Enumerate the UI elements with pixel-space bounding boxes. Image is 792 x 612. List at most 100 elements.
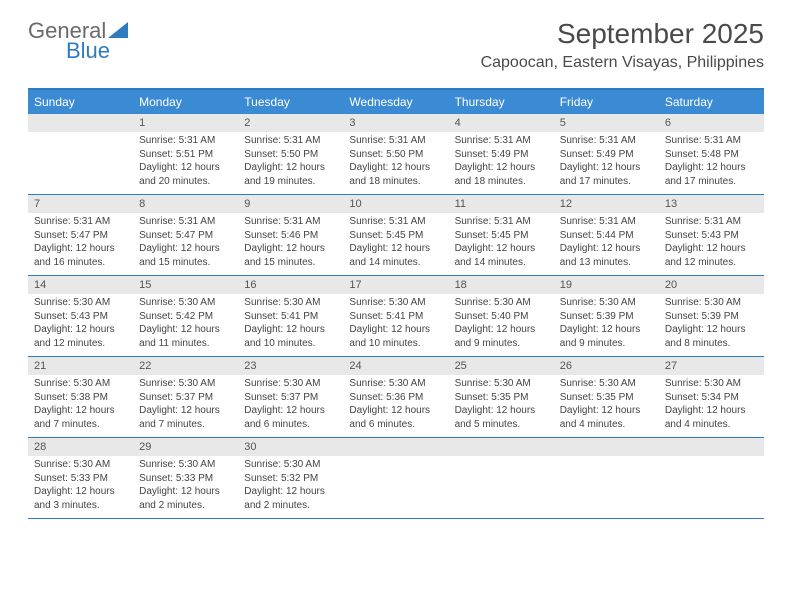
day-number [343,438,448,456]
day-body-row: Sunrise: 5:31 AMSunset: 5:47 PMDaylight:… [28,213,764,275]
daylight-text: Daylight: 12 hours and 4 minutes. [665,404,758,431]
day-num-row: 14151617181920 [28,276,764,294]
day-number: 5 [554,114,659,132]
day-header: Wednesday [343,90,448,114]
day-body: Sunrise: 5:30 AMSunset: 5:35 PMDaylight:… [554,375,659,437]
day-number: 9 [238,195,343,213]
day-num-row: 21222324252627 [28,357,764,375]
logo-triangle-icon [108,22,128,43]
day-body: Sunrise: 5:31 AMSunset: 5:47 PMDaylight:… [133,213,238,275]
sunset-text: Sunset: 5:48 PM [665,148,758,162]
logo: General Blue [28,18,128,64]
day-number: 1 [133,114,238,132]
day-body: Sunrise: 5:31 AMSunset: 5:45 PMDaylight:… [343,213,448,275]
daylight-text: Daylight: 12 hours and 12 minutes. [665,242,758,269]
sunrise-text: Sunrise: 5:31 AM [34,215,127,229]
sunrise-text: Sunrise: 5:31 AM [139,215,232,229]
day-body: Sunrise: 5:30 AMSunset: 5:41 PMDaylight:… [238,294,343,356]
day-number: 15 [133,276,238,294]
week: 21222324252627Sunrise: 5:30 AMSunset: 5:… [28,357,764,438]
day-number [554,438,659,456]
sunrise-text: Sunrise: 5:30 AM [139,296,232,310]
day-body [28,132,133,194]
sunrise-text: Sunrise: 5:30 AM [139,458,232,472]
daylight-text: Daylight: 12 hours and 6 minutes. [244,404,337,431]
day-number: 17 [343,276,448,294]
sunrise-text: Sunrise: 5:31 AM [665,134,758,148]
day-number: 27 [659,357,764,375]
day-num-row: 78910111213 [28,195,764,213]
daylight-text: Daylight: 12 hours and 11 minutes. [139,323,232,350]
sunrise-text: Sunrise: 5:31 AM [349,134,442,148]
daylight-text: Daylight: 12 hours and 7 minutes. [34,404,127,431]
sunset-text: Sunset: 5:49 PM [560,148,653,162]
sunrise-text: Sunrise: 5:30 AM [665,296,758,310]
month-title: September 2025 [481,18,764,50]
day-number: 4 [449,114,554,132]
sunrise-text: Sunrise: 5:31 AM [244,134,337,148]
day-number: 14 [28,276,133,294]
day-number: 3 [343,114,448,132]
sunset-text: Sunset: 5:45 PM [455,229,548,243]
day-number: 11 [449,195,554,213]
day-body: Sunrise: 5:30 AMSunset: 5:35 PMDaylight:… [449,375,554,437]
sunset-text: Sunset: 5:38 PM [34,391,127,405]
day-header: Friday [554,90,659,114]
day-header: Saturday [659,90,764,114]
day-number: 8 [133,195,238,213]
sunrise-text: Sunrise: 5:30 AM [349,377,442,391]
sunset-text: Sunset: 5:32 PM [244,472,337,486]
day-number: 2 [238,114,343,132]
sunrise-text: Sunrise: 5:31 AM [665,215,758,229]
day-body: Sunrise: 5:30 AMSunset: 5:34 PMDaylight:… [659,375,764,437]
day-body: Sunrise: 5:31 AMSunset: 5:46 PMDaylight:… [238,213,343,275]
daylight-text: Daylight: 12 hours and 16 minutes. [34,242,127,269]
day-body [343,456,448,518]
day-number: 24 [343,357,448,375]
sunset-text: Sunset: 5:46 PM [244,229,337,243]
sunrise-text: Sunrise: 5:30 AM [244,458,337,472]
weeks-container: 123456Sunrise: 5:31 AMSunset: 5:51 PMDay… [28,114,764,519]
header: General Blue September 2025 Capoocan, Ea… [0,0,792,80]
day-number: 18 [449,276,554,294]
day-body-row: Sunrise: 5:30 AMSunset: 5:33 PMDaylight:… [28,456,764,518]
daylight-text: Daylight: 12 hours and 14 minutes. [349,242,442,269]
sunrise-text: Sunrise: 5:31 AM [244,215,337,229]
day-body: Sunrise: 5:30 AMSunset: 5:43 PMDaylight:… [28,294,133,356]
day-body: Sunrise: 5:31 AMSunset: 5:48 PMDaylight:… [659,132,764,194]
daylight-text: Daylight: 12 hours and 18 minutes. [455,161,548,188]
day-header: Monday [133,90,238,114]
sunset-text: Sunset: 5:47 PM [139,229,232,243]
day-number [28,114,133,132]
day-body: Sunrise: 5:30 AMSunset: 5:39 PMDaylight:… [659,294,764,356]
daylight-text: Daylight: 12 hours and 19 minutes. [244,161,337,188]
daylight-text: Daylight: 12 hours and 5 minutes. [455,404,548,431]
day-number [659,438,764,456]
daylight-text: Daylight: 12 hours and 10 minutes. [244,323,337,350]
day-body: Sunrise: 5:30 AMSunset: 5:41 PMDaylight:… [343,294,448,356]
daylight-text: Daylight: 12 hours and 18 minutes. [349,161,442,188]
sunrise-text: Sunrise: 5:30 AM [244,296,337,310]
sunset-text: Sunset: 5:42 PM [139,310,232,324]
day-body: Sunrise: 5:30 AMSunset: 5:33 PMDaylight:… [28,456,133,518]
day-headers: SundayMondayTuesdayWednesdayThursdayFrid… [28,90,764,114]
daylight-text: Daylight: 12 hours and 17 minutes. [665,161,758,188]
daylight-text: Daylight: 12 hours and 7 minutes. [139,404,232,431]
sunset-text: Sunset: 5:45 PM [349,229,442,243]
day-header: Tuesday [238,90,343,114]
day-body: Sunrise: 5:30 AMSunset: 5:37 PMDaylight:… [133,375,238,437]
daylight-text: Daylight: 12 hours and 8 minutes. [665,323,758,350]
day-num-row: 123456 [28,114,764,132]
sunset-text: Sunset: 5:39 PM [560,310,653,324]
day-number: 13 [659,195,764,213]
day-number: 25 [449,357,554,375]
day-body: Sunrise: 5:31 AMSunset: 5:51 PMDaylight:… [133,132,238,194]
sunrise-text: Sunrise: 5:31 AM [139,134,232,148]
day-body [449,456,554,518]
location: Capoocan, Eastern Visayas, Philippines [481,54,764,72]
sunrise-text: Sunrise: 5:31 AM [455,215,548,229]
sunrise-text: Sunrise: 5:31 AM [560,134,653,148]
sunrise-text: Sunrise: 5:30 AM [455,377,548,391]
day-body-row: Sunrise: 5:31 AMSunset: 5:51 PMDaylight:… [28,132,764,194]
daylight-text: Daylight: 12 hours and 17 minutes. [560,161,653,188]
